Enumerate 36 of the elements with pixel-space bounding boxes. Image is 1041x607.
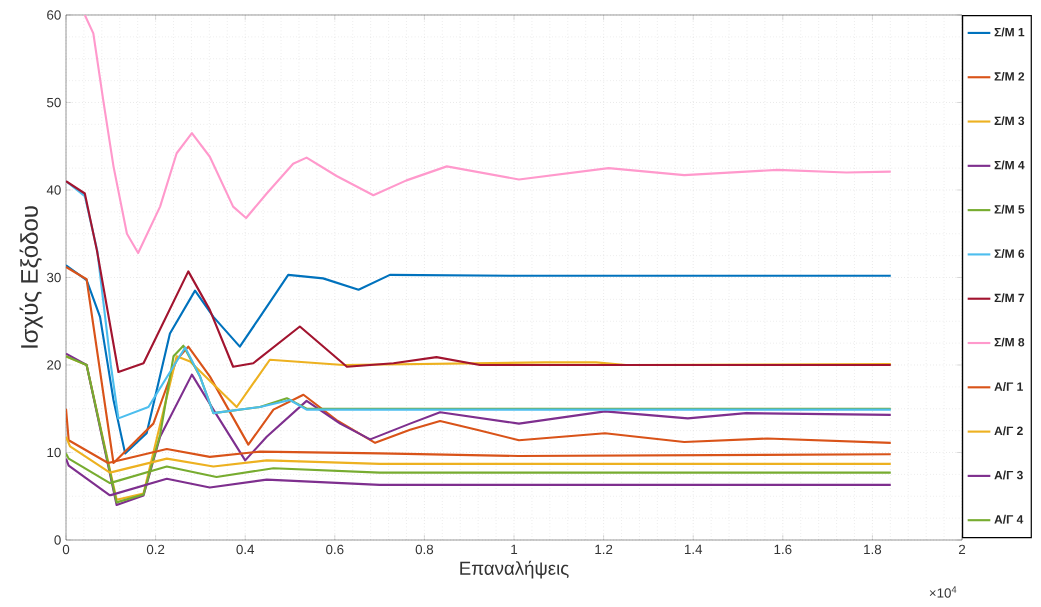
line-series: [66, 180, 892, 374]
legend-label: Α/Γ 3: [994, 470, 1023, 480]
x-axis-title: Επαναλήψεις: [460, 560, 569, 579]
y-axis-title: Ισχύς Εξόδου: [19, 206, 43, 348]
y-tick-label: 50: [47, 97, 61, 108]
y-tick-label: 10: [47, 447, 61, 458]
y-tick-label: 0: [54, 535, 61, 545]
x-tick-label: 1: [511, 544, 518, 554]
legend-label: Σ/Μ 7: [994, 293, 1025, 303]
x-tick-label: 0.8: [415, 544, 434, 555]
y-tick-label: 20: [47, 360, 61, 370]
legend-label: Σ/Μ 3: [994, 116, 1025, 126]
legend-label: Σ/Μ 4: [994, 160, 1025, 170]
legend-label: Α/Γ 1: [994, 381, 1023, 391]
legend-label: Α/Γ 2: [994, 426, 1023, 436]
x-tick-label: 0.6: [326, 544, 344, 555]
text: ×10$^{4}$: [929, 586, 957, 598]
legend-label: Σ/Μ 1: [994, 27, 1025, 37]
x-tick-label: 1.6: [774, 544, 792, 555]
x-tick-label: 0: [62, 544, 70, 555]
y-tick-label: 40: [46, 185, 61, 195]
legend-label: Σ/Μ 2: [994, 71, 1025, 81]
x-tick-label: 2: [958, 544, 966, 555]
y-tick-label: 60: [47, 10, 61, 20]
y-tick-label: 30: [46, 272, 61, 283]
legend-label: Σ/Μ 5: [994, 204, 1025, 214]
line-series: [66, 180, 892, 420]
line-series: [83, 14, 892, 255]
legend-label: Σ/Μ 8: [994, 337, 1025, 347]
x-tick-label: 1.4: [684, 544, 703, 554]
x-tick-label: 0.4: [236, 544, 255, 555]
x-tick-label: 1.2: [595, 544, 613, 555]
legend-label: Σ/Μ 6: [994, 249, 1025, 258]
legend-label: Α/Γ 4: [994, 514, 1024, 524]
x-tick-label: 0.2: [146, 544, 165, 555]
x-tick-label: 1.8: [864, 544, 882, 555]
